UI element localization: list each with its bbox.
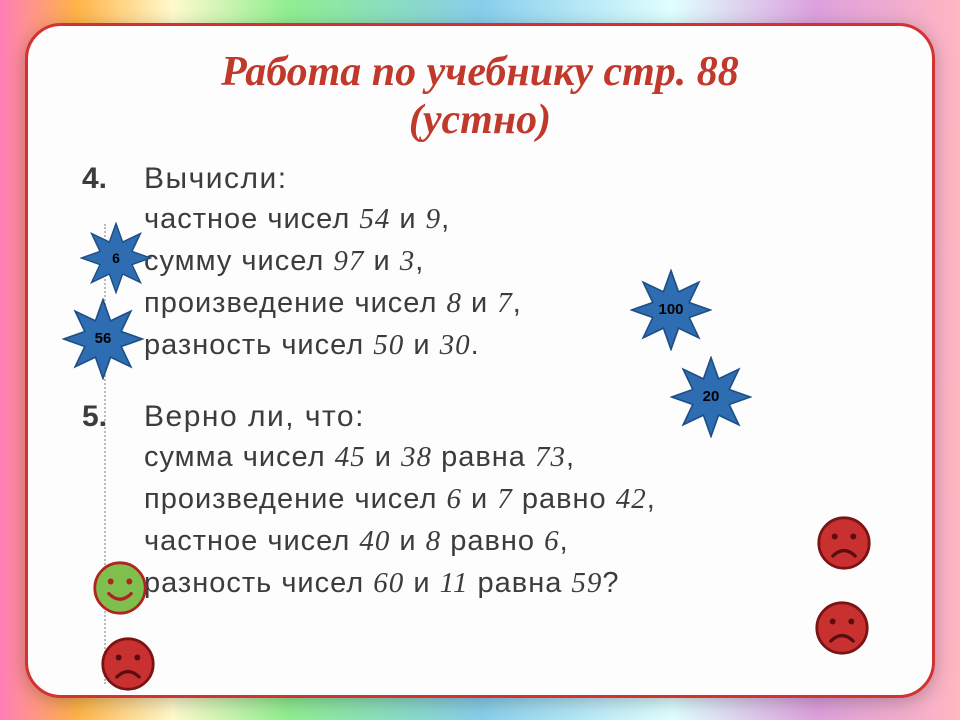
task-4-line-4: разность чисел 50 и 30. <box>144 324 902 366</box>
task-4: 4. Вычисли: частное чисел 54 и 9, сумму … <box>144 162 902 366</box>
task-5-line-1: сумма чисел 45 и 38 равна 73, <box>144 436 902 478</box>
task-5-line-2: произведение чисел 6 и 7 равно 42, <box>144 478 902 520</box>
task-4-number: 4. <box>82 162 107 196</box>
sad-face-icon <box>100 636 156 692</box>
task-4-line-2: сумму чисел 97 и 3, <box>144 240 902 282</box>
task-4-line-1: частное чисел 54 и 9, <box>144 198 902 240</box>
star-value: 56 <box>95 330 112 347</box>
star-answer-20: 20 <box>670 356 752 438</box>
star-answer-100: 100 <box>630 269 712 351</box>
star-value: 100 <box>658 301 683 318</box>
task-4-head: Вычисли: <box>144 162 902 196</box>
happy-face-icon <box>92 560 148 616</box>
star-value: 20 <box>703 388 720 405</box>
task-5-line-4: разность чисел 60 и 11 равна 59? <box>144 562 902 604</box>
slide-body: 4. Вычисли: частное чисел 54 и 9, сумму … <box>58 162 902 604</box>
task-4-line-3: произведение чисел 8 и 7, <box>144 282 902 324</box>
star-answer-56: 56 <box>62 298 144 380</box>
sad-face-icon <box>814 600 870 656</box>
task-5-number: 5. <box>82 400 107 434</box>
title-line-1: Работа по учебнику стр. 88 <box>221 49 739 95</box>
slide-title: Работа по учебнику стр. 88 (устно) <box>58 48 902 145</box>
star-value: 6 <box>112 250 120 266</box>
star-answer-6: 6 <box>80 222 152 294</box>
slide-card: Работа по учебнику стр. 88 (устно) 4. Вы… <box>25 23 935 698</box>
sad-face-icon <box>816 515 872 571</box>
task-5: 5. Верно ли, что: сумма чисел 45 и 38 ра… <box>144 400 902 604</box>
title-line-2: (устно) <box>409 97 551 143</box>
task-5-head: Верно ли, что: <box>144 400 902 434</box>
task-5-line-3: частное чисел 40 и 8 равно 6, <box>144 520 902 562</box>
